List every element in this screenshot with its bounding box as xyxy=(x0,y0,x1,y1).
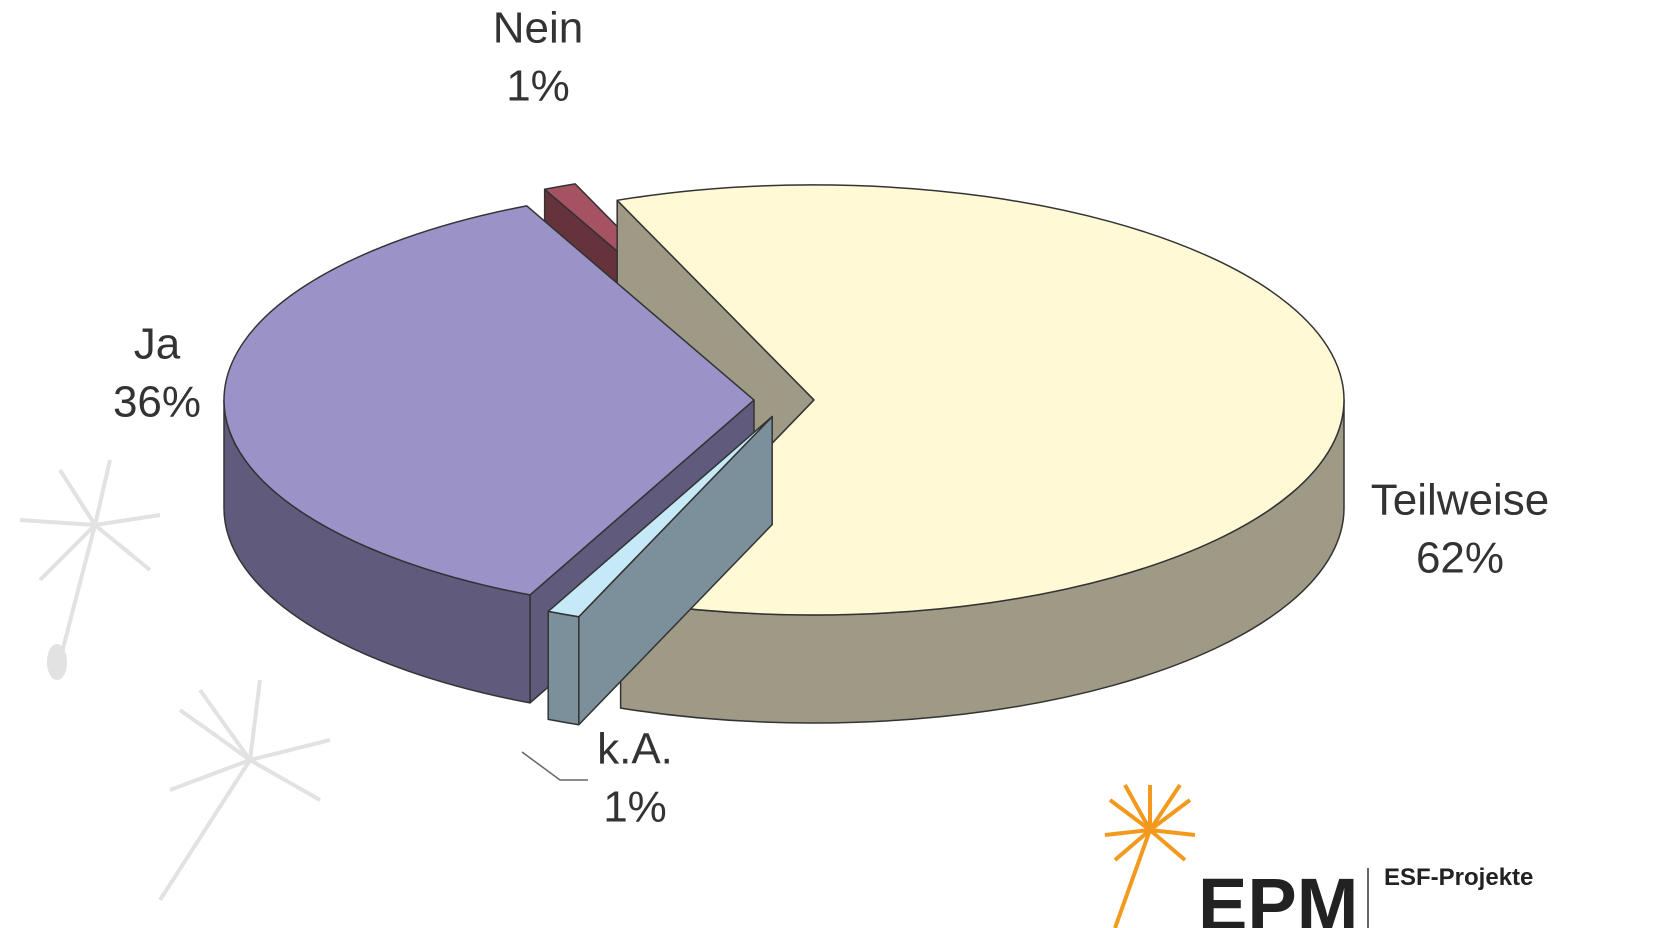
category-label: k.A. xyxy=(597,725,673,774)
logo-text: ESF-Projekte xyxy=(1384,864,1533,891)
slice-top xyxy=(616,184,1345,616)
value-label: 1% xyxy=(506,62,570,111)
category-label: Ja xyxy=(134,320,181,369)
slice-top xyxy=(223,205,755,596)
slice-top xyxy=(547,415,773,618)
category-label: Teilweise xyxy=(1371,476,1550,525)
slice xyxy=(223,205,755,704)
watermark xyxy=(19,459,331,902)
slice xyxy=(547,415,773,726)
value-label: 1% xyxy=(603,783,667,832)
value-label: 36% xyxy=(113,378,201,427)
logo-icon xyxy=(1104,783,1196,928)
logo-mark: EPM xyxy=(1198,863,1358,928)
slice-side xyxy=(547,610,580,726)
logo: EPM ESF-Projekte xyxy=(1104,783,1533,928)
category-label: Nein xyxy=(493,4,584,53)
leader-line xyxy=(521,751,588,781)
value-label: 62% xyxy=(1416,534,1504,583)
